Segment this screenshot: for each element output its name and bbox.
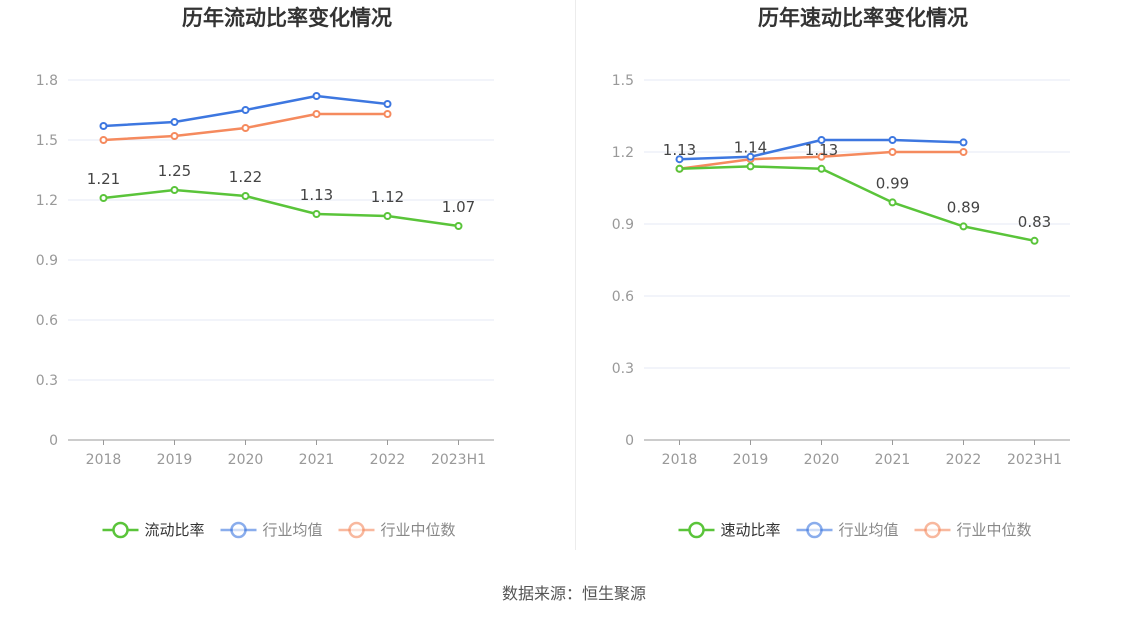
y-tick-label: 0.3 <box>36 373 58 389</box>
y-tick-label: 0 <box>49 433 58 449</box>
x-tick-label: 2023H1 <box>431 452 486 468</box>
data-point-main <box>170 186 179 194</box>
data-point-main <box>959 222 968 231</box>
data-point-main <box>312 210 321 218</box>
data-label: 1.07 <box>442 198 475 216</box>
legend-item-main: 流动比率 <box>102 521 205 539</box>
data-point-industry-average <box>675 155 684 164</box>
legend-item-main: 速动比率 <box>678 521 781 539</box>
data-point-industry-average <box>99 122 108 130</box>
data-label: 1.21 <box>87 170 120 188</box>
legend-marker-icon <box>924 521 941 539</box>
chart-title: 历年流动比率变化情况 <box>182 6 392 30</box>
x-tick-label: 2020 <box>804 452 840 468</box>
data-point-main <box>888 198 897 207</box>
data-point-main <box>817 164 826 173</box>
data-label: 1.13 <box>805 141 838 159</box>
data-label: 1.22 <box>229 168 262 186</box>
series-line-main <box>679 165 1035 243</box>
data-point-main <box>675 164 684 173</box>
data-label: 1.25 <box>158 162 191 180</box>
legend-label: 速动比率 <box>721 521 781 539</box>
y-tick-label: 1.8 <box>36 73 58 89</box>
x-tick-label: 2022 <box>370 452 406 468</box>
legend-item-industry-median: 行业中位数 <box>914 521 1032 539</box>
y-tick-label: 1.5 <box>612 73 634 89</box>
legend-marker-icon <box>806 521 823 539</box>
quick-ratio-chart: 0 0.3 0.6 0.9 1.2 1.5 2018 2019 2020 2021 2022 2023… <box>612 73 1070 539</box>
data-label: 1.13 <box>300 186 333 204</box>
legend-label: 行业均值 <box>839 521 899 539</box>
data-label: 1.13 <box>663 141 696 159</box>
data-point-industry-median <box>817 152 826 161</box>
legend-item-industry-average: 行业均值 <box>796 521 899 539</box>
data-label: 1.14 <box>734 138 767 156</box>
x-tick-label: 2021 <box>875 452 911 468</box>
data-point-industry-median <box>312 110 321 118</box>
y-tick-label: 0.9 <box>36 253 58 269</box>
data-point-industry-average <box>312 92 321 100</box>
data-label: 0.89 <box>947 198 980 216</box>
data-point-industry-median <box>888 148 897 156</box>
data-point-industry-average <box>241 106 250 114</box>
data-point-industry-average <box>959 138 968 147</box>
x-tick-label: 2018 <box>662 452 698 468</box>
current-ratio-chart-panel: 历年流动比率变化情况 0 0.3 0.6 0.9 1.2 1.5 1.8 2018 2019 20… <box>0 0 574 560</box>
x-tick-label: 2019 <box>157 452 193 468</box>
data-point-industry-average <box>888 136 897 144</box>
data-label: 0.83 <box>1018 213 1051 231</box>
y-tick-label: 0.9 <box>612 217 634 233</box>
legend-label: 行业均值 <box>263 521 323 539</box>
data-point-main <box>241 192 250 200</box>
data-source-note: 数据来源：恒生聚源 <box>501 584 646 603</box>
data-point-main <box>454 222 463 230</box>
y-tick-label: 0 <box>625 433 634 449</box>
chart-title: 历年速动比率变化情况 <box>758 6 968 30</box>
data-point-main <box>746 162 755 171</box>
x-tick-label: 2019 <box>733 452 769 468</box>
data-point-industry-average <box>383 100 392 108</box>
data-point-industry-average <box>170 118 179 126</box>
series-line-main <box>103 188 459 228</box>
y-tick-label: 0.3 <box>612 361 634 377</box>
data-point-industry-median <box>241 124 250 132</box>
data-label: 0.99 <box>876 174 909 192</box>
current-ratio-chart: 0 0.3 0.6 0.9 1.2 1.5 1.8 2018 2019 2020 2021 2022 2… <box>36 73 494 539</box>
legend-marker-icon <box>688 521 705 539</box>
data-point-main <box>383 212 392 220</box>
legend-item-industry-average: 行业均值 <box>220 521 323 539</box>
y-tick-label: 1.2 <box>612 145 634 161</box>
x-tick-label: 2018 <box>86 452 122 468</box>
legend-marker-icon <box>112 521 129 539</box>
x-tick-label: 2023H1 <box>1007 452 1062 468</box>
legend-label: 行业中位数 <box>957 521 1032 539</box>
data-point-industry-median <box>170 132 179 140</box>
quick-ratio-chart-panel: 历年速动比率变化情况 0 0.3 0.6 0.9 1.2 1.5 2018 2019 2020 2… <box>576 0 1148 560</box>
data-point-industry-median <box>959 148 968 156</box>
data-point-industry-average <box>746 152 755 161</box>
legend-label: 行业中位数 <box>381 521 456 539</box>
y-tick-label: 1.2 <box>36 193 58 209</box>
x-tick-label: 2020 <box>228 452 264 468</box>
data-point-main <box>1030 236 1039 245</box>
data-point-industry-median <box>99 136 108 144</box>
legend-marker-icon <box>348 521 365 539</box>
y-tick-label: 0.6 <box>612 289 634 305</box>
data-label: 1.12 <box>371 188 404 206</box>
data-point-main <box>99 194 108 202</box>
panel-divider <box>575 0 576 550</box>
data-point-industry-average <box>817 136 826 144</box>
legend-marker-icon <box>230 521 247 539</box>
y-tick-label: 1.5 <box>36 133 58 149</box>
x-tick-label: 2022 <box>946 452 982 468</box>
data-point-industry-median <box>383 110 392 118</box>
legend-label: 流动比率 <box>145 521 205 539</box>
legend-item-industry-median: 行业中位数 <box>338 521 456 539</box>
x-tick-label: 2021 <box>299 452 335 468</box>
y-tick-label: 0.6 <box>36 313 58 329</box>
